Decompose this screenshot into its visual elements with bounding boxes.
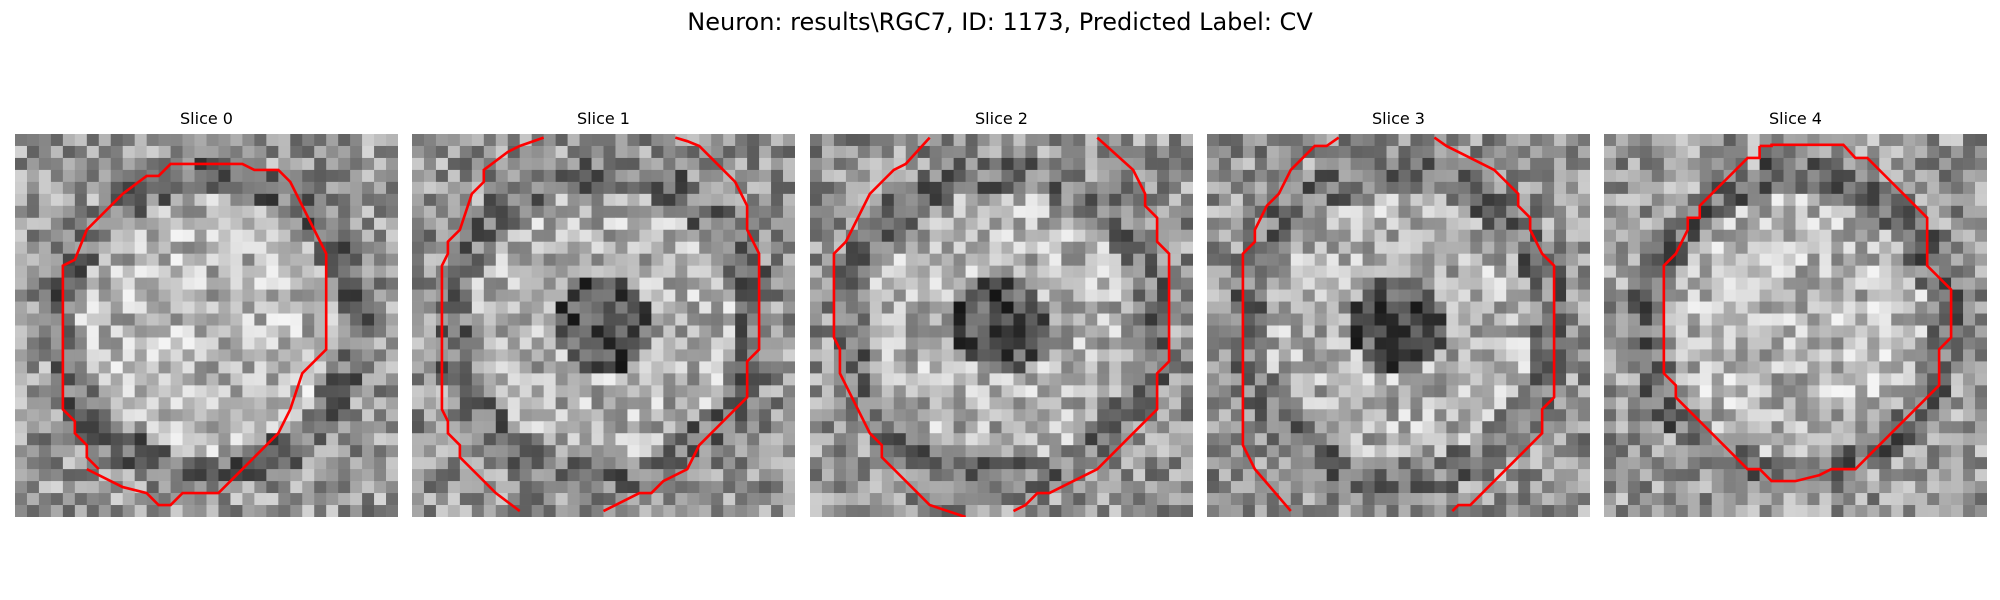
slice-title-4: Slice 4 (1769, 109, 1822, 128)
neuron-contour (1241, 136, 1340, 512)
neuron-contour (1433, 136, 1556, 512)
slice-image-2 (810, 134, 1193, 517)
slice-title-3: Slice 3 (1372, 109, 1425, 128)
slice-image-1 (412, 134, 795, 517)
slice-image-3 (1207, 134, 1590, 517)
neuron-contour (440, 136, 545, 513)
grayscale-pixel-grid (15, 134, 398, 517)
neuron-contour (602, 136, 761, 513)
grayscale-pixel-grid (412, 134, 795, 517)
grayscale-pixel-grid (810, 134, 1193, 517)
slice-title-1: Slice 1 (577, 109, 630, 128)
grayscale-pixel-grid (1604, 134, 1987, 517)
neuron-contour (1662, 143, 1953, 483)
neuron-contour (832, 136, 967, 517)
figure-title: Neuron: results\RGC7, ID: 1173, Predicte… (687, 8, 1313, 36)
neuron-contour (61, 162, 328, 507)
slice-image-0 (15, 134, 398, 517)
slice-title-0: Slice 0 (180, 109, 233, 128)
neuron-contour (1012, 136, 1171, 513)
grayscale-pixel-grid (1207, 134, 1590, 517)
slice-image-4 (1604, 134, 1987, 517)
slice-title-2: Slice 2 (975, 109, 1028, 128)
